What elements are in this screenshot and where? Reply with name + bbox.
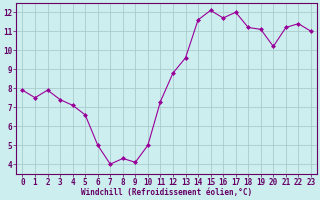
X-axis label: Windchill (Refroidissement éolien,°C): Windchill (Refroidissement éolien,°C)	[81, 188, 252, 197]
